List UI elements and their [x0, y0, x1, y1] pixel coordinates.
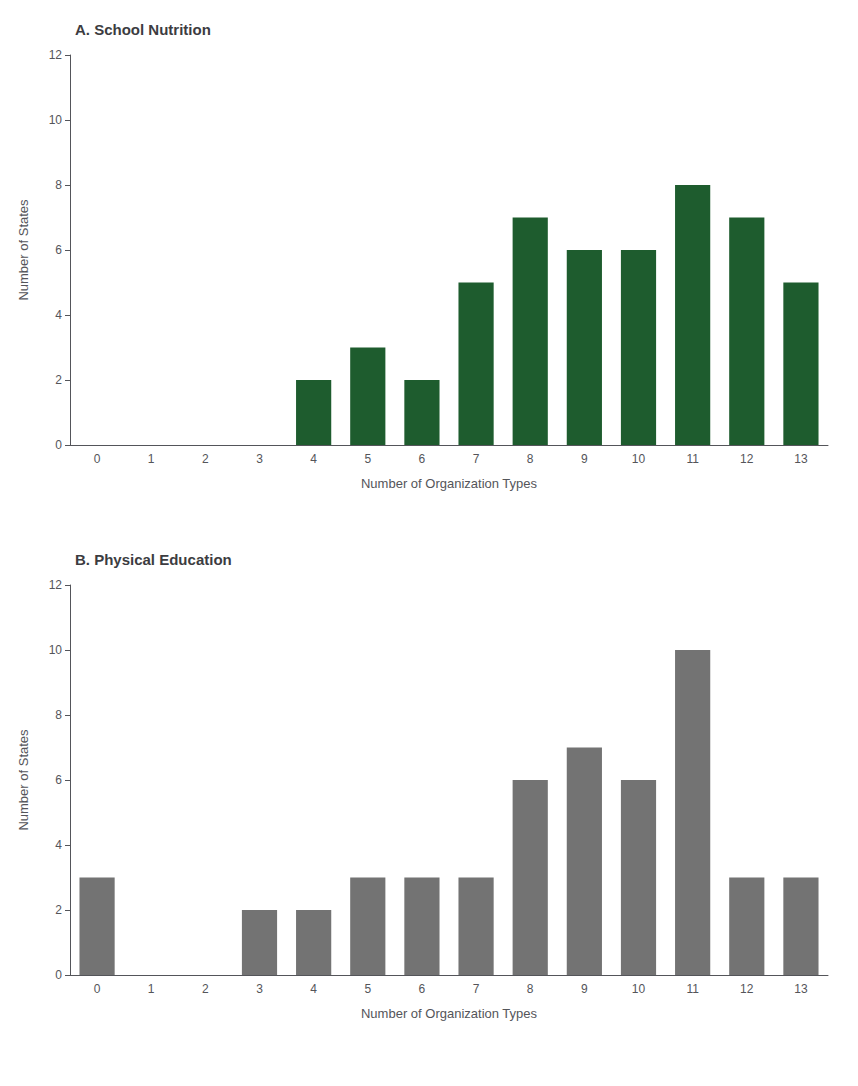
- svg-text:7: 7: [473, 452, 480, 466]
- svg-text:10: 10: [49, 113, 63, 127]
- svg-text:10: 10: [632, 982, 646, 996]
- svg-text:3: 3: [256, 982, 263, 996]
- svg-text:0: 0: [94, 452, 101, 466]
- svg-text:13: 13: [794, 982, 808, 996]
- svg-text:3: 3: [256, 452, 263, 466]
- svg-text:0: 0: [94, 982, 101, 996]
- svg-text:11: 11: [686, 982, 699, 996]
- svg-text:A. School Nutrition: A. School Nutrition: [75, 21, 211, 38]
- svg-text:5: 5: [364, 452, 371, 466]
- svg-text:2: 2: [202, 982, 209, 996]
- svg-text:12: 12: [49, 578, 63, 592]
- svg-text:12: 12: [740, 982, 754, 996]
- svg-text:2: 2: [55, 903, 62, 917]
- svg-text:8: 8: [527, 982, 534, 996]
- svg-text:11: 11: [686, 452, 699, 466]
- svg-text:Number of States: Number of States: [16, 199, 31, 301]
- svg-text:4: 4: [55, 308, 62, 322]
- svg-text:12: 12: [49, 48, 63, 62]
- svg-text:9: 9: [581, 982, 588, 996]
- svg-text:4: 4: [310, 452, 317, 466]
- svg-text:13: 13: [794, 452, 808, 466]
- svg-text:1: 1: [148, 452, 155, 466]
- svg-text:4: 4: [310, 982, 317, 996]
- svg-text:B. Physical Education: B. Physical Education: [75, 551, 232, 568]
- svg-text:6: 6: [419, 452, 426, 466]
- svg-text:8: 8: [527, 452, 534, 466]
- svg-text:5: 5: [364, 982, 371, 996]
- svg-text:9: 9: [581, 452, 588, 466]
- svg-text:6: 6: [419, 982, 426, 996]
- svg-text:10: 10: [49, 643, 63, 657]
- svg-text:Number of Organization Types: Number of Organization Types: [361, 476, 538, 491]
- svg-text:2: 2: [202, 452, 209, 466]
- svg-text:7: 7: [473, 982, 480, 996]
- svg-text:10: 10: [632, 452, 646, 466]
- svg-text:Number of Organization Types: Number of Organization Types: [361, 1006, 538, 1021]
- svg-text:6: 6: [55, 243, 62, 257]
- svg-text:8: 8: [55, 708, 62, 722]
- svg-text:1: 1: [148, 982, 155, 996]
- svg-text:8: 8: [55, 178, 62, 192]
- svg-text:Number of States: Number of States: [16, 729, 31, 831]
- svg-text:6: 6: [55, 773, 62, 787]
- svg-text:0: 0: [55, 968, 62, 982]
- svg-text:2: 2: [55, 373, 62, 387]
- svg-text:12: 12: [740, 452, 754, 466]
- svg-text:4: 4: [55, 838, 62, 852]
- svg-text:0: 0: [55, 438, 62, 452]
